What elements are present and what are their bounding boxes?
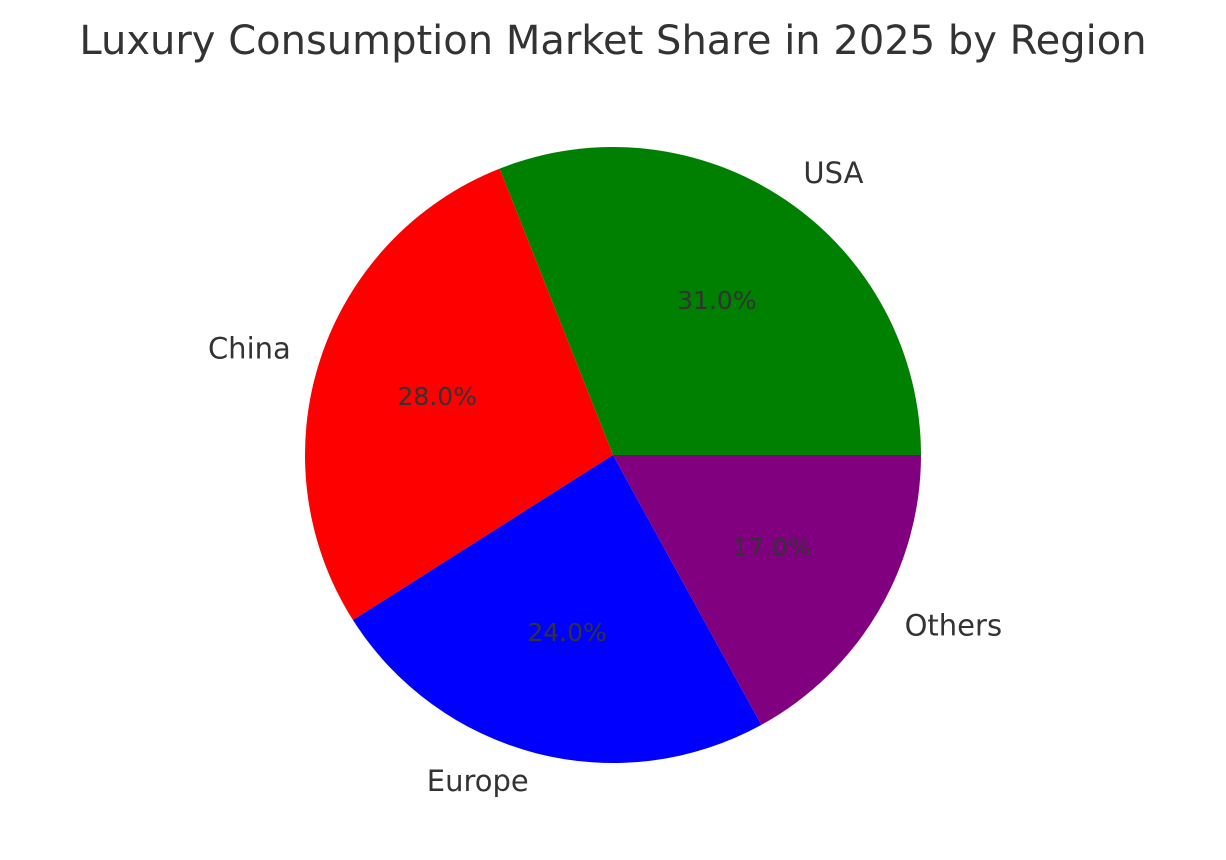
pie-labels: USA 31.0% China 28.0% Europe 24.0% Others 17.0% [208,156,1002,798]
pie-slice-usa [499,147,921,456]
pie-slice-china [304,168,613,621]
pie-slices [304,147,921,764]
slice-label-others: Others [905,608,1002,642]
percent-label-europe: 24.0% [527,618,606,647]
slice-label-china: China [208,331,291,365]
percent-label-china: 28.0% [398,382,477,411]
pie-slice-others [613,455,921,725]
chart-title: Luxury Consumption Market Share in 2025 … [79,18,1146,64]
slice-label-usa: USA [803,156,863,190]
slice-label-europe: Europe [427,764,529,798]
pie-slice-europe [352,455,762,764]
percent-label-others: 17.0% [732,533,811,562]
percent-label-usa: 31.0% [677,286,756,315]
